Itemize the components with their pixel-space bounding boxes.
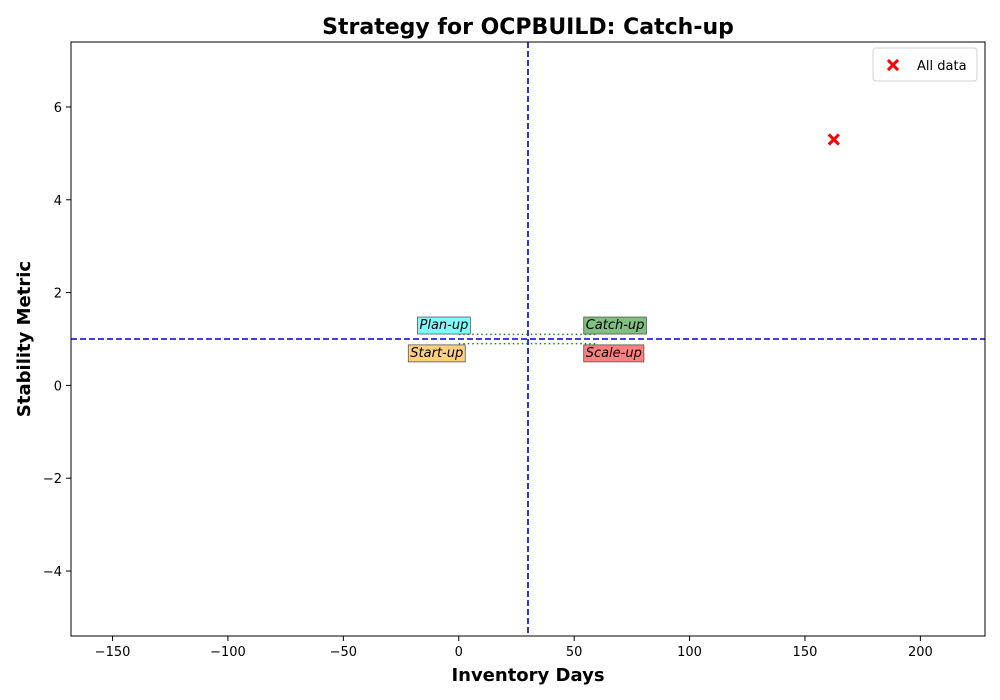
legend: All data xyxy=(872,47,978,82)
quadrant-label: Catch-up xyxy=(586,318,645,333)
quadrant-label-box xyxy=(407,344,466,363)
x-tick-label: −150 xyxy=(95,645,131,660)
chart-title: Strategy for OCPBUILD: Catch-up xyxy=(322,15,734,40)
quadrant-label: Scale-up xyxy=(586,346,642,361)
y-tick-label: 4 xyxy=(54,194,62,209)
legend-label: All data xyxy=(917,59,967,74)
x-tick-label: −100 xyxy=(210,645,246,660)
legend-marker-stroke xyxy=(886,58,900,72)
data-point-marker xyxy=(827,133,840,146)
y-tick-label: 2 xyxy=(54,287,62,302)
y-tick-label: 6 xyxy=(54,101,62,116)
legend-box xyxy=(872,47,978,82)
plot-clipped-group xyxy=(71,42,985,636)
x-tick-label: 200 xyxy=(908,645,933,660)
x-axis-label: Inventory Days xyxy=(451,665,604,686)
data-point-stroke xyxy=(827,133,840,146)
x-tick-label: 150 xyxy=(793,645,818,660)
legend-marker xyxy=(886,58,900,72)
x-tick-label: 50 xyxy=(566,645,583,660)
plot-frame xyxy=(70,41,986,637)
x-tick-label: 0 xyxy=(455,645,463,660)
x-tick-label: −50 xyxy=(330,645,357,660)
y-tick-label: −4 xyxy=(43,565,62,580)
y-tick-label: −2 xyxy=(43,472,62,487)
quadrant-label: Plan-up xyxy=(420,318,469,333)
y-axis-label: Stability Metric xyxy=(14,261,35,417)
x-tick-label: 100 xyxy=(677,645,702,660)
plot-area: −150 −100 −50 0 50 100 150 200 −4 −2 0 2 4 6 Plan-up Ca… xyxy=(43,41,986,660)
y-tick-label: 0 xyxy=(54,379,62,394)
quadrant-label-box xyxy=(583,344,645,363)
quadrant-label-box xyxy=(583,316,647,335)
quadrant-label: Start-up xyxy=(410,346,463,361)
quadrant-label-box xyxy=(417,316,471,335)
